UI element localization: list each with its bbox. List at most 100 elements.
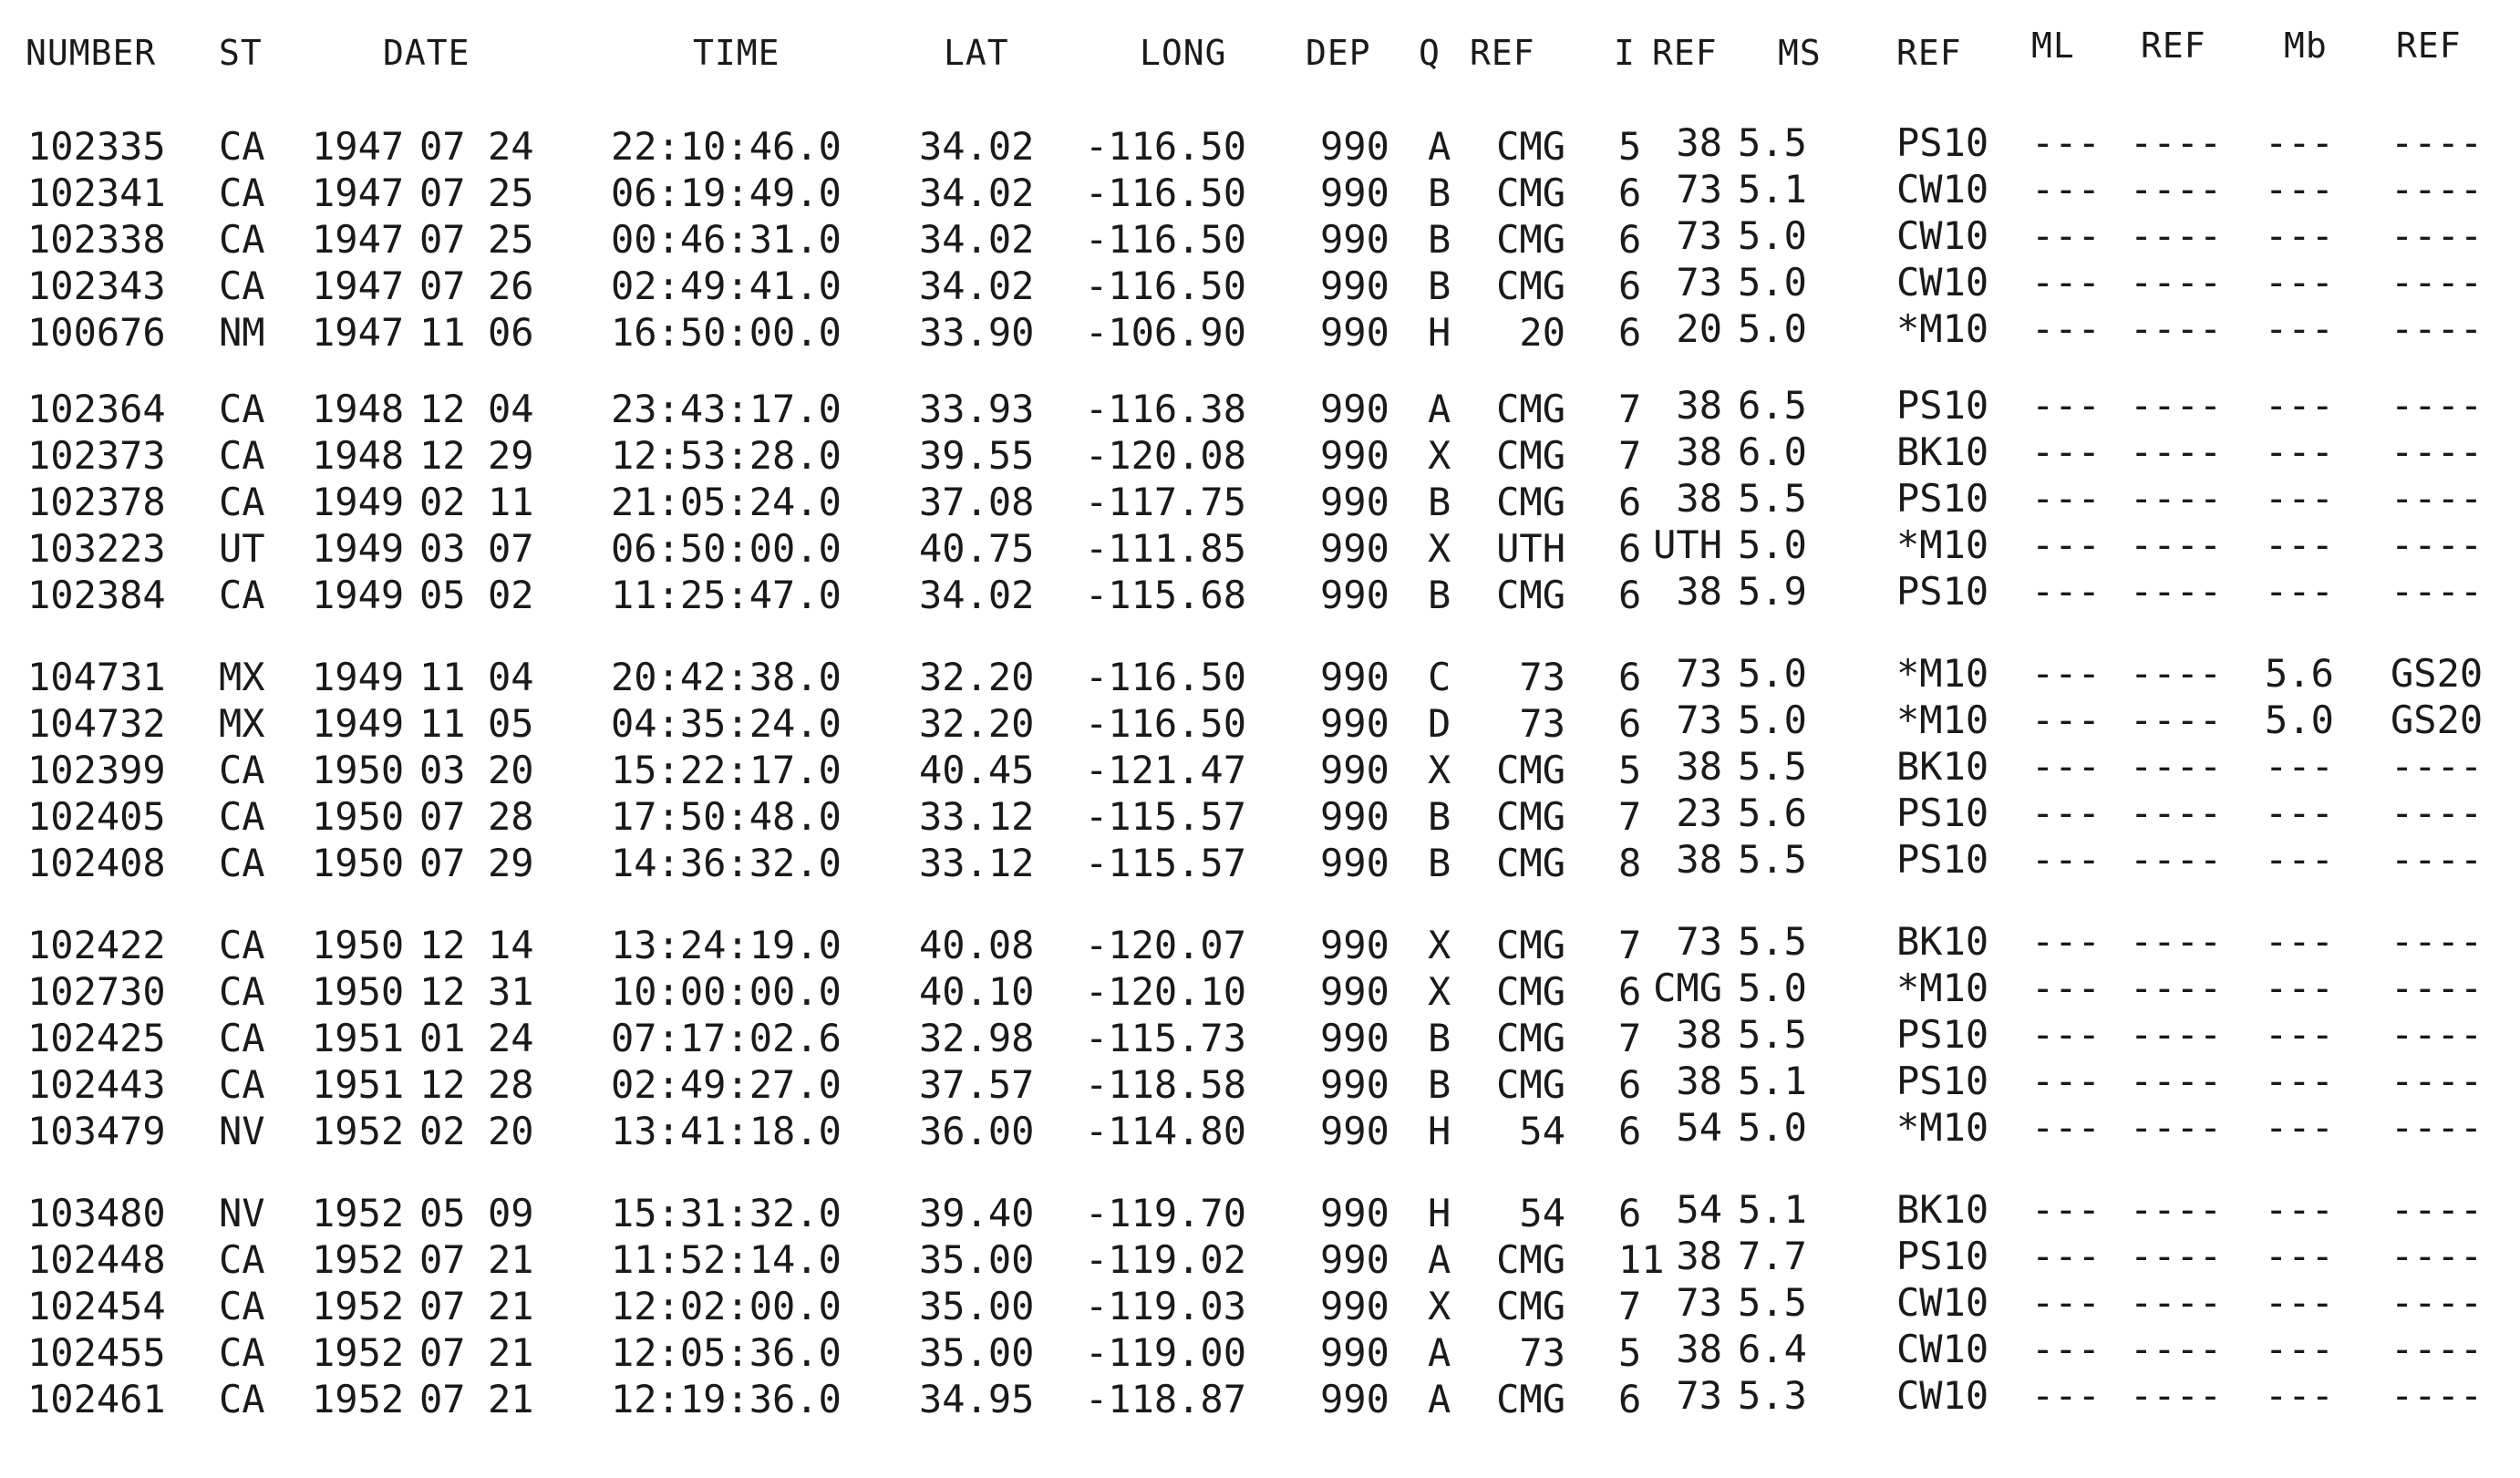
cell-dep: 990 [1320, 1109, 1389, 1153]
cell-mb: --- [2265, 476, 2334, 521]
cell-day: 09 [488, 1191, 534, 1235]
cell-ref3: CW10 [1896, 260, 1989, 305]
cell-dep: 990 [1320, 1062, 1389, 1107]
cell-i: 6 [1618, 1377, 1642, 1421]
cell-i: 7 [1618, 1016, 1642, 1060]
column-header-ref1: REF [1470, 33, 1535, 73]
cell-day: 04 [488, 387, 534, 431]
cell-number: 102341 [27, 171, 166, 215]
cell-day: 21 [488, 1377, 534, 1421]
cell-long: -120.10 [1085, 969, 1247, 1014]
cell-ref4: ---- [2130, 522, 2223, 567]
cell-year: 1949 [312, 701, 405, 746]
cell-ref5: ---- [2391, 306, 2484, 351]
cell-ref3: BK10 [1896, 1187, 1989, 1232]
cell-month: 07 [419, 1377, 466, 1421]
cell-ms: 5.3 [1738, 1373, 1807, 1418]
cell-ml: --- [2031, 1234, 2101, 1278]
cell-day: 07 [488, 526, 534, 571]
cell-st: CA [219, 1377, 265, 1421]
cell-i: 6 [1618, 701, 1642, 746]
cell-ref4: ---- [2130, 744, 2223, 789]
cell-lat: 40.10 [919, 969, 1035, 1014]
cell-day: 14 [488, 923, 534, 967]
cell-st: CA [219, 748, 265, 792]
cell-ref4: ---- [2130, 837, 2223, 882]
cell-ref5: ---- [2391, 1105, 2484, 1150]
cell-long: -116.50 [1085, 171, 1247, 215]
cell-month: 03 [419, 526, 466, 571]
cell-time: 12:02:00.0 [611, 1284, 842, 1328]
cell-i: 6 [1618, 655, 1642, 699]
cell-time: 17:50:48.0 [611, 794, 842, 839]
cell-time: 16:50:00.0 [611, 310, 842, 355]
cell-st: CA [219, 1330, 265, 1375]
cell-ref4: ---- [2130, 1105, 2223, 1150]
cell-time: 02:49:41.0 [611, 264, 842, 308]
cell-lat: 34.95 [919, 1377, 1035, 1421]
cell-ms: 6.0 [1738, 429, 1807, 474]
cell-st: CA [219, 217, 265, 262]
cell-q: X [1428, 1284, 1451, 1328]
cell-ml: --- [2031, 744, 2101, 789]
cell-year: 1947 [312, 310, 405, 355]
cell-q: B [1428, 841, 1451, 885]
cell-dep: 990 [1320, 310, 1389, 355]
cell-month: 12 [419, 969, 466, 1014]
cell-ref1: UTH [1496, 526, 1565, 571]
cell-number: 102335 [27, 124, 166, 169]
cell-long: -119.02 [1085, 1237, 1247, 1282]
cell-dep: 990 [1320, 433, 1389, 478]
cell-year: 1952 [312, 1191, 405, 1235]
column-header-ml: ML [2031, 26, 2075, 66]
cell-lat: 39.55 [919, 433, 1035, 478]
column-header-ref2: REF [1652, 33, 1718, 73]
cell-ref2: 38 [1676, 476, 1722, 521]
cell-i: 6 [1618, 217, 1642, 262]
cell-i: 6 [1618, 480, 1642, 524]
cell-day: 05 [488, 701, 534, 746]
cell-time: 02:49:27.0 [611, 1062, 842, 1107]
cell-ms: 5.5 [1738, 1280, 1807, 1325]
cell-i: 5 [1618, 124, 1642, 169]
column-header-ref5: REF [2396, 26, 2462, 66]
cell-ref1: 73 [1519, 655, 1565, 699]
cell-q: A [1428, 1377, 1451, 1421]
cell-year: 1952 [312, 1284, 405, 1328]
cell-month: 07 [419, 1284, 466, 1328]
cell-year: 1949 [312, 480, 405, 524]
cell-q: A [1428, 1237, 1451, 1282]
cell-dep: 990 [1320, 969, 1389, 1014]
column-header-lat: LAT [944, 33, 1009, 73]
cell-i: 7 [1618, 794, 1642, 839]
cell-st: CA [219, 171, 265, 215]
cell-ref5: ---- [2391, 429, 2484, 474]
cell-ml: --- [2031, 651, 2101, 696]
cell-number: 102405 [27, 794, 166, 839]
cell-ms: 5.6 [1738, 791, 1807, 835]
cell-ref4: ---- [2130, 966, 2223, 1010]
cell-q: X [1428, 969, 1451, 1014]
cell-month: 07 [419, 171, 466, 215]
cell-year: 1949 [312, 526, 405, 571]
cell-day: 02 [488, 573, 534, 617]
cell-long: -116.38 [1085, 387, 1247, 431]
cell-ms: 6.4 [1738, 1327, 1807, 1371]
cell-ml: --- [2031, 1059, 2101, 1103]
cell-day: 28 [488, 1062, 534, 1107]
cell-ref1: 20 [1519, 310, 1565, 355]
cell-dep: 990 [1320, 480, 1389, 524]
cell-ref4: ---- [2130, 1280, 2223, 1325]
cell-q: D [1428, 701, 1451, 746]
cell-year: 1952 [312, 1330, 405, 1375]
cell-time: 23:43:17.0 [611, 387, 842, 431]
cell-ml: --- [2031, 260, 2101, 305]
cell-dep: 990 [1320, 1284, 1389, 1328]
cell-ref5: ---- [2391, 260, 2484, 305]
cell-time: 13:24:19.0 [611, 923, 842, 967]
column-header-i: I [1614, 33, 1636, 73]
cell-ref3: PS10 [1896, 476, 1989, 521]
cell-mb: --- [2265, 429, 2334, 474]
cell-ref2: 73 [1676, 260, 1722, 305]
cell-mb: --- [2265, 1059, 2334, 1103]
